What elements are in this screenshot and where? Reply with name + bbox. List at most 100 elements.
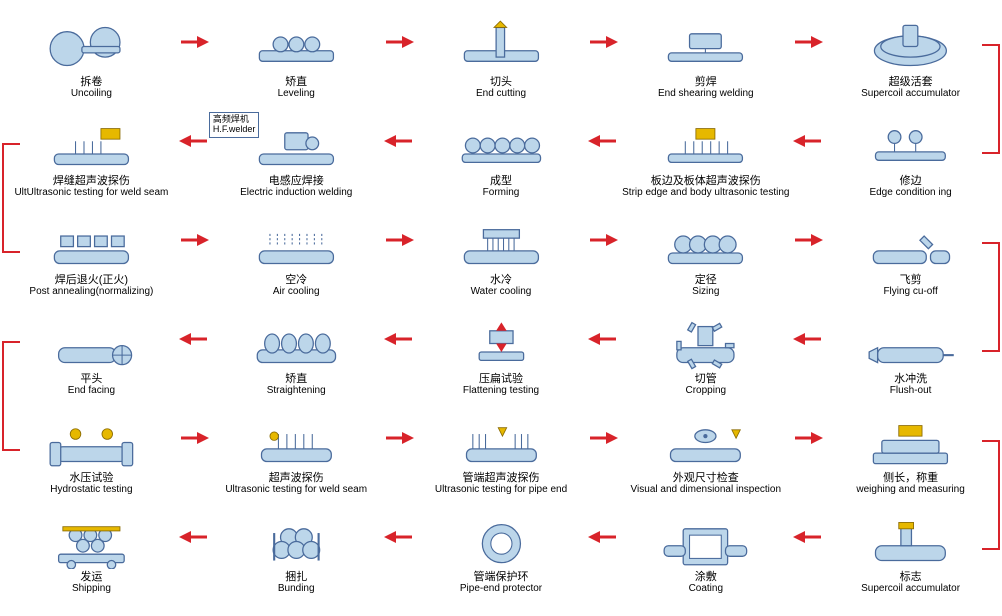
process-step: 水压试验Hydrostatic testing (4, 415, 179, 495)
process-step: 飞剪Flying cu-off (823, 217, 998, 297)
ut-seam-icon (6, 118, 177, 173)
process-step: 焊缝超声波探伤UltUltrasonic testing for weld se… (4, 118, 179, 198)
step-label-cn: 压扁试验 (479, 373, 523, 385)
flow-arrow-icon (588, 331, 618, 347)
step-label-en: weighing and measuring (856, 484, 964, 495)
sizing-icon (620, 217, 791, 272)
step-label-cn: 水冲洗 (894, 373, 927, 385)
process-step: 空冷Air cooling (209, 217, 384, 297)
flow-arrow-icon (384, 529, 414, 545)
step-label-cn: 矫直 (285, 373, 307, 385)
weigh-icon (825, 415, 996, 470)
step-label-cn: 侧长，称重 (883, 472, 938, 484)
process-step: 板边及板体超声波探伤Strip edge and body ultrasonic… (618, 118, 793, 198)
step-label-en: Ultrasonic testing for pipe end (435, 484, 567, 495)
flycut-icon (825, 217, 996, 272)
welder-note: 高频焊机H.F.welder (209, 112, 260, 138)
step-label-cn: 标志 (900, 571, 922, 583)
edge-icon (825, 118, 996, 173)
step-label-cn: 超声波探伤 (269, 472, 324, 484)
step-label-cn: 平头 (80, 373, 102, 385)
step-label-cn: 剪焊 (695, 76, 717, 88)
process-step: 标志Supercoil accumulator (823, 514, 998, 594)
accumulator-icon (825, 19, 996, 74)
step-label-cn: 空冷 (285, 274, 307, 286)
step-label-cn: 修边 (900, 175, 922, 187)
step-label-en: Hydrostatic testing (50, 484, 132, 495)
process-step: 矫直Leveling (209, 19, 384, 99)
step-label-en: Flying cu-off (883, 286, 937, 297)
coating-icon (620, 514, 791, 569)
flow-arrow-icon (588, 529, 618, 545)
process-step: 焊后退火(正火)Post annealing(normalizing) (4, 217, 179, 297)
flow-arrow-icon (793, 34, 823, 50)
flow-arrow-icon (793, 133, 823, 149)
flow-arrow-icon (179, 529, 209, 545)
process-step: 压扁试验Flattening testing (414, 316, 589, 396)
step-label-en: Leveling (278, 88, 315, 99)
flow-arrow-icon (793, 430, 823, 446)
flow-arrow-icon (179, 232, 209, 248)
step-label-cn: 水压试验 (69, 472, 113, 484)
step-label-en: Bunding (278, 583, 315, 594)
step-label-cn: 成型 (490, 175, 512, 187)
flow-arrow-icon (179, 133, 209, 149)
flow-arrow-icon (384, 133, 414, 149)
bundle-icon (211, 514, 382, 569)
crop-icon (620, 316, 791, 371)
process-step: 高频焊机H.F.welder电感应焊接Electric induction we… (209, 118, 384, 198)
step-label-cn: 涂敷 (695, 571, 717, 583)
process-step: 修边Edge condition ing (823, 118, 998, 198)
note-en: H.F.welder (213, 125, 256, 135)
process-row-1: 修边Edge condition ing 板边及板体超声波探伤Strip edg… (4, 103, 998, 198)
process-step: 平头End facing (4, 316, 179, 396)
step-label-en: Strip edge and body ultrasonic testing (622, 187, 789, 198)
step-label-en: Air cooling (273, 286, 320, 297)
flow-arrow-icon (179, 430, 209, 446)
straighten-icon (211, 316, 382, 371)
process-step: 切头End cutting (414, 19, 589, 99)
process-step: 拆卷Uncoiling (4, 19, 179, 99)
step-label-en: Supercoil accumulator (861, 88, 960, 99)
step-label-cn: 飞剪 (900, 274, 922, 286)
process-step: 矫直Straightening (209, 316, 384, 396)
endface-icon (6, 316, 177, 371)
step-label-en: Straightening (267, 385, 326, 396)
flow-arrow-icon (588, 232, 618, 248)
flow-arrow-icon (793, 232, 823, 248)
step-label-cn: 切管 (695, 373, 717, 385)
process-row-4: 水压试验Hydrostatic testing 超声波探伤Ultrasonic … (4, 400, 998, 495)
process-step: 切管Cropping (618, 316, 793, 396)
aircool-icon (211, 217, 382, 272)
step-label-cn: 拆卷 (80, 76, 102, 88)
step-label-cn: 切头 (490, 76, 512, 88)
flow-arrow-icon (588, 133, 618, 149)
flow-arrow-icon (793, 529, 823, 545)
step-label-en: Water cooling (471, 286, 532, 297)
process-step: 涂敷Coating (618, 514, 793, 594)
process-row-2: 焊后退火(正火)Post annealing(normalizing) 空冷Ai… (4, 202, 998, 297)
rollers-icon (211, 19, 382, 74)
step-label-cn: 电感应焊接 (269, 175, 324, 187)
flow-arrow-icon (384, 331, 414, 347)
flow-arrow-icon (179, 34, 209, 50)
process-row-3: 水冲洗Flush-out 切管Cropping 压扁试验Flattening t… (4, 301, 998, 396)
step-label-en: Flush-out (890, 385, 932, 396)
step-label-en: End cutting (476, 88, 526, 99)
step-label-en: End facing (68, 385, 115, 396)
flow-arrow-icon (588, 34, 618, 50)
step-label-en: Cropping (686, 385, 727, 396)
weld-icon (620, 19, 791, 74)
flow-arrow-icon (384, 430, 414, 446)
mark-icon (825, 514, 996, 569)
step-label-cn: 管端保护环 (474, 571, 529, 583)
process-step: 外观尺寸检查Visual and dimensional inspection (618, 415, 793, 495)
step-label-en: Electric induction welding (240, 187, 352, 198)
process-step: 发运Shipping (4, 514, 179, 594)
step-label-cn: 焊后退火(正火) (55, 274, 128, 286)
coil-icon (6, 19, 177, 74)
ship-icon (6, 514, 177, 569)
process-step: 捆扎Bunding (209, 514, 384, 594)
step-label-en: Ultrasonic testing for weld seam (225, 484, 367, 495)
step-label-cn: 焊缝超声波探伤 (53, 175, 130, 187)
